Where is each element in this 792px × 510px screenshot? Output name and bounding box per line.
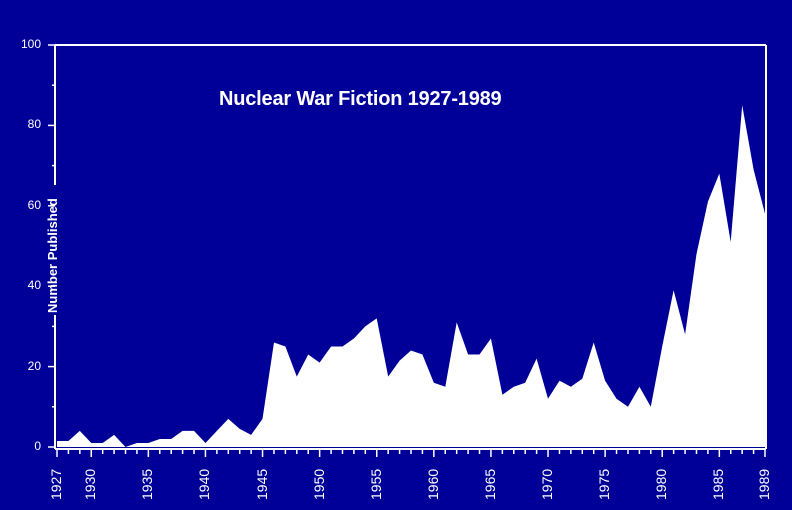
x-tick-label: 1950 [310, 468, 327, 500]
y-tick-label: 80 [27, 117, 41, 132]
x-tick-label: 1989 [756, 468, 772, 500]
y-axis-label: Number Published [45, 198, 60, 313]
axes [48, 44, 767, 457]
area-fill [57, 105, 765, 448]
x-tick-label: 1945 [253, 468, 270, 500]
x-tick-label: 1935 [139, 468, 156, 500]
x-tick-label: 1980 [653, 468, 670, 500]
x-tick-label: 1930 [82, 468, 99, 500]
chart-title: Nuclear War Fiction 1927-1989 [219, 88, 502, 110]
x-tick-label: 1940 [196, 468, 213, 500]
x-tick-label: 1985 [710, 468, 727, 500]
x-tick-label: 1927 [48, 468, 64, 500]
x-tick-label: 1975 [596, 468, 613, 500]
area-series [57, 105, 765, 448]
y-tick-label: 60 [27, 197, 41, 212]
x-tick-label: 1965 [481, 468, 498, 500]
y-tick-label: 0 [34, 439, 41, 453]
x-tick-label: 1960 [424, 468, 441, 500]
x-tick-label: 1955 [367, 468, 384, 500]
y-tick-label: 100 [20, 37, 41, 51]
y-tick-label: 40 [27, 278, 41, 293]
y-tick-label: 20 [27, 358, 41, 373]
x-tick-label: 1970 [539, 468, 556, 500]
